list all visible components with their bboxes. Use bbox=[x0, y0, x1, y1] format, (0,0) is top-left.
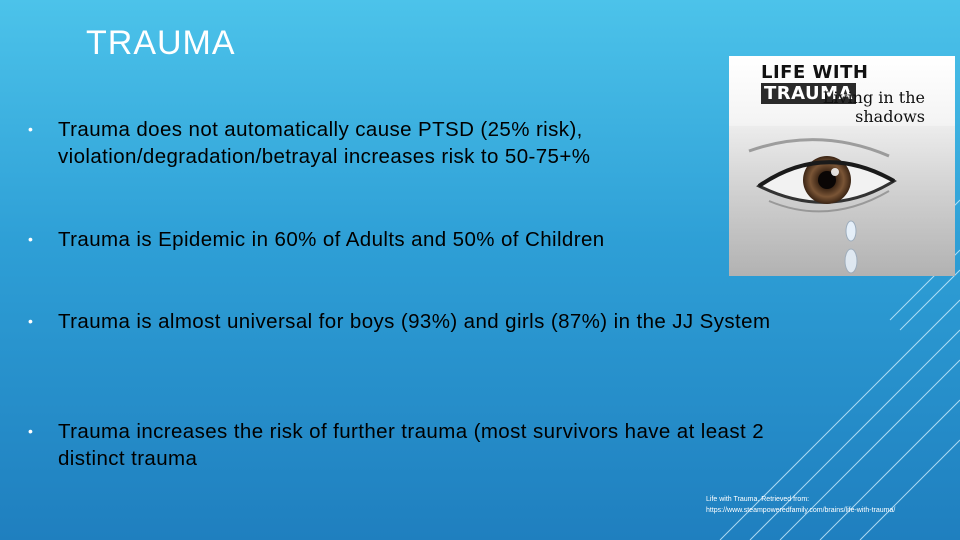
bullet-text: Trauma does not automatically cause PTSD… bbox=[58, 118, 591, 168]
bullet-item: • Trauma does not automatically cause PT… bbox=[28, 116, 808, 170]
credit-link[interactable]: https://www.steampoweredfamily.com/brain… bbox=[706, 507, 896, 514]
bullet-item: • Trauma is almost universal for boys (9… bbox=[28, 308, 770, 335]
bullet-text: Trauma is almost universal for boys (93%… bbox=[58, 310, 771, 333]
eye-illustration bbox=[729, 126, 955, 276]
image-header-word1: LIFE WITH bbox=[761, 62, 869, 83]
bullet-item: • Trauma increases the risk of further t… bbox=[28, 418, 808, 472]
image-subtitle-line2: shadows bbox=[855, 107, 925, 126]
bullet-marker: • bbox=[28, 313, 34, 329]
bullet-marker: • bbox=[28, 231, 34, 247]
image-subtitle: Living in the shadows bbox=[823, 88, 925, 126]
image-subtitle-line1: Living in the bbox=[822, 88, 925, 107]
slide-title: TRAUMA bbox=[86, 24, 236, 62]
image-header-word2: TRAUMA bbox=[761, 83, 856, 104]
image-credit: Life with Trauma. Retrieved from: https:… bbox=[706, 494, 895, 516]
image-header: LIFE WITH TRAUMA bbox=[761, 62, 955, 104]
trauma-eye-image: LIFE WITH TRAUMA Living in the shadows bbox=[729, 56, 955, 276]
bullet-text: Trauma is Epidemic in 60% of Adults and … bbox=[58, 228, 605, 251]
bullet-text: Trauma increases the risk of further tra… bbox=[58, 420, 764, 470]
bullet-item: • Trauma is Epidemic in 60% of Adults an… bbox=[28, 226, 605, 253]
credit-line1: Life with Trauma. Retrieved from: bbox=[706, 496, 810, 503]
bullet-marker: • bbox=[28, 423, 34, 439]
bullet-marker: • bbox=[28, 121, 34, 137]
